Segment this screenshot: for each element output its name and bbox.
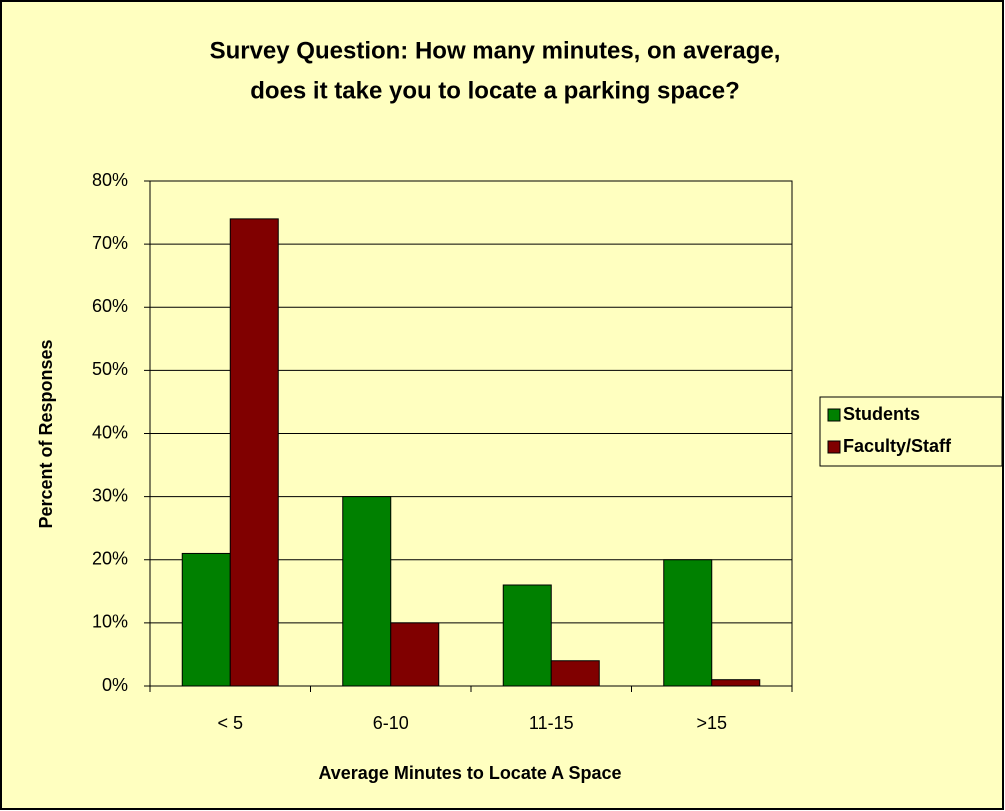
legend-swatch — [827, 408, 841, 422]
bar — [550, 660, 600, 687]
y-tick-label: 10% — [92, 612, 128, 632]
y-tick-label: 0% — [102, 675, 128, 695]
bar — [390, 622, 440, 687]
y-tick-label: 50% — [92, 359, 128, 379]
y-tick-label: 60% — [92, 296, 128, 316]
legend-label: Faculty/Staff — [843, 436, 952, 456]
x-tick-label: 11-15 — [529, 713, 574, 733]
bar — [502, 584, 552, 687]
y-axis-label: Percent of Responses — [36, 339, 56, 528]
x-tick-label: >15 — [696, 713, 727, 733]
legend-swatch — [827, 440, 841, 454]
legend-label: Students — [843, 404, 920, 424]
x-axis-label: Average Minutes to Locate A Space — [318, 763, 621, 783]
y-tick-label: 30% — [92, 485, 128, 505]
bar — [342, 496, 392, 687]
legend — [819, 396, 1003, 467]
bar — [181, 552, 231, 687]
bar — [229, 218, 279, 687]
bar — [663, 559, 713, 687]
y-tick-label: 40% — [92, 422, 128, 442]
y-tick-label: 80% — [92, 170, 128, 190]
x-tick-label: 6-10 — [373, 713, 409, 733]
y-tick-label: 20% — [92, 549, 128, 569]
y-tick-label: 70% — [92, 233, 128, 253]
x-tick-label: < 5 — [217, 713, 243, 733]
chart-title: Survey Question: How many minutes, on av… — [210, 37, 781, 64]
chart-title: does it take you to locate a parking spa… — [250, 77, 739, 104]
bar — [711, 679, 761, 687]
